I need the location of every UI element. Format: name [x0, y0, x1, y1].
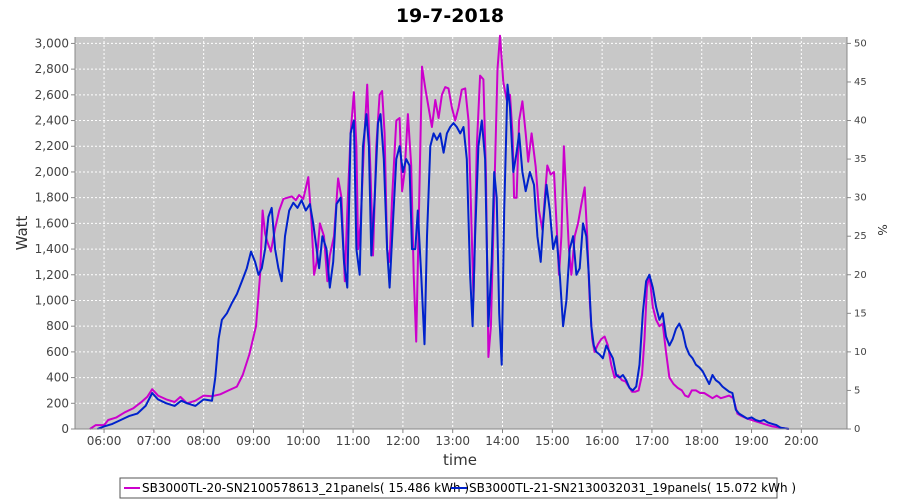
- y2-tick-label: 35: [854, 154, 867, 165]
- x-tick-label: 14:00: [485, 434, 520, 448]
- y2-tick-label: 0: [854, 424, 860, 435]
- y-tick-label: 3,000: [35, 36, 69, 50]
- x-tick-label: 07:00: [137, 434, 172, 448]
- x-tick-label: 20:00: [784, 434, 819, 448]
- y-tick-label: 400: [46, 371, 69, 385]
- y-tick-label: 2,800: [35, 62, 69, 76]
- x-tick-label: 06:00: [87, 434, 122, 448]
- y-tick-label: 600: [46, 345, 69, 359]
- y-axis-label: Watt: [13, 215, 31, 250]
- y-tick-label: 2,600: [35, 88, 69, 102]
- y2-tick-label: 5: [854, 385, 860, 396]
- legend-box: [119, 477, 778, 499]
- y2-tick-label: 10: [854, 347, 867, 358]
- y2-axis-ticks: 0 5 10 15 20 25 30 35 40 45 50: [847, 38, 867, 435]
- y2-tick-label: 20: [854, 270, 867, 281]
- y-tick-label: 800: [46, 319, 69, 333]
- chart-title: 19-7-2018: [396, 5, 504, 27]
- series-group: [89, 34, 790, 430]
- x-tick-label: 08:00: [186, 434, 221, 448]
- y-axis-ticks: 0 200 400 600 800 1,000 1,200 1,400 1,600 1,800 2,…: [35, 36, 75, 436]
- x-tick-label: 13:00: [435, 434, 470, 448]
- y-tick-label: 2,200: [35, 139, 69, 153]
- x-tick-label: 11:00: [336, 434, 371, 448]
- y-tick-label: 1,200: [35, 268, 69, 282]
- y2-tick-label: 45: [854, 77, 867, 88]
- y2-tick-label: 50: [854, 38, 867, 49]
- y2-axis-label: %: [875, 224, 889, 235]
- x-tick-label: 15:00: [535, 434, 570, 448]
- grid: [75, 37, 847, 429]
- y2-tick-label: 25: [854, 231, 867, 242]
- y-tick-label: 2,000: [35, 165, 69, 179]
- x-tick-label: 19:00: [734, 434, 769, 448]
- y-tick-label: 1,600: [35, 216, 69, 230]
- x-tick-label: 09:00: [236, 434, 271, 448]
- legend-entry-0: SB3000TL-20-SN2100578613_21panels( 15.48…: [142, 481, 469, 495]
- x-tick-label: 10:00: [286, 434, 321, 448]
- y-tick-label: 0: [61, 422, 69, 436]
- y-tick-label: 2,400: [35, 114, 69, 128]
- y-tick-label: 1,400: [35, 242, 69, 256]
- x-tick-label: 18:00: [684, 434, 719, 448]
- y2-tick-label: 15: [854, 308, 867, 319]
- legend-entry-1: SB3000TL-21-SN2130032031_19panels( 15.07…: [469, 481, 796, 495]
- x-tick-label: 12:00: [386, 434, 421, 448]
- x-tick-label: 16:00: [585, 434, 620, 448]
- x-axis-ticks: 06:00 07:00 08:00 09:00 10:00 11:00 12:00 13:00…: [87, 429, 819, 448]
- legend: SB3000TL-20-SN2100578613_21panels( 15.48…: [119, 477, 796, 499]
- y-tick-label: 1,800: [35, 191, 69, 205]
- y-tick-label: 200: [46, 396, 69, 410]
- y2-tick-label: 30: [854, 193, 867, 204]
- y-tick-label: 1,000: [35, 293, 69, 307]
- x-axis-label: time: [443, 451, 477, 469]
- series-line-1: [97, 83, 790, 430]
- y2-tick-label: 40: [854, 116, 867, 127]
- x-tick-label: 17:00: [635, 434, 670, 448]
